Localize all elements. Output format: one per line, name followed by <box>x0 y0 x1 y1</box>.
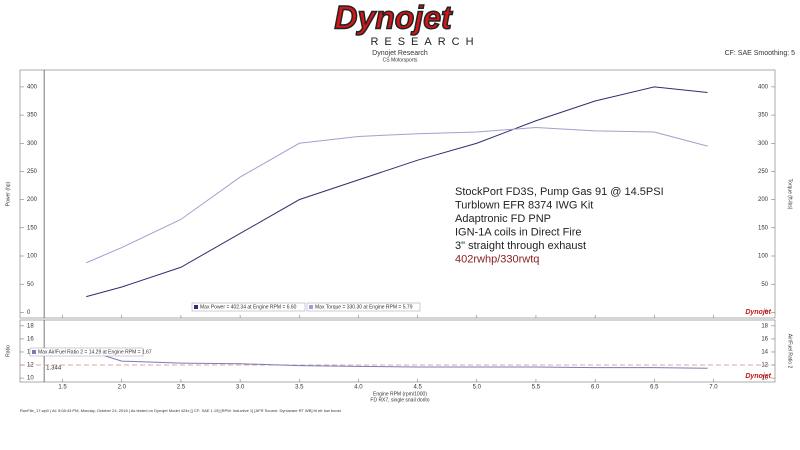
legend-label: Max Air/Fuel Ratio 2 = 14.29 at Engine R… <box>38 349 152 355</box>
run-info: RunFile_17.wp0 | At: 9:08:43 PM, Monday,… <box>20 408 342 413</box>
y-tick-label: 150 <box>27 225 38 231</box>
y2-tick-label: 18 <box>761 323 768 329</box>
x-axis-label: Engine RPM (rpm/1000) <box>373 391 427 397</box>
annotation: 3" straight through exhaust <box>455 240 586 252</box>
y2-tick-label: 16 <box>761 337 768 343</box>
x-tick-label: 7.0 <box>709 385 718 391</box>
y-tick-label: 300 <box>27 141 38 147</box>
legend-swatch <box>194 305 198 309</box>
annotation: IGN-1A coils in Direct Fire <box>455 226 582 238</box>
legend-box <box>306 302 421 312</box>
subtitle: CS Motorsports <box>383 57 418 63</box>
vehicle: FD RX7, single snail dorito <box>370 397 429 403</box>
y-axis-label: Ratio <box>5 345 11 357</box>
annotation: Turblown EFR 8374 IWG Kit <box>455 199 593 211</box>
legend-box <box>191 302 306 312</box>
y2-tick-label: 14 <box>761 350 768 356</box>
y-tick-label: 200 <box>27 197 38 203</box>
y-tick-label: 0 <box>27 310 31 316</box>
legend-box <box>29 347 144 357</box>
x-tick-label: 4.0 <box>354 385 363 391</box>
y-tick-label: 250 <box>27 169 38 175</box>
panel <box>19 319 776 383</box>
x-tick-label: 3.5 <box>295 385 304 391</box>
y2-tick-label: 0 <box>765 310 769 316</box>
series-line <box>86 349 708 369</box>
panel-logo: Dynojet <box>745 373 771 380</box>
y-tick-label: 50 <box>27 282 34 288</box>
x-tick-label: 4.5 <box>413 385 422 391</box>
y2-tick-label: 250 <box>758 169 769 175</box>
y-tick-label: 400 <box>27 84 38 90</box>
cursor-label: 1.344 <box>46 366 62 372</box>
y-tick-label: 16 <box>27 337 34 343</box>
brand-logo: Dynojet <box>334 0 453 35</box>
title: Dynojet Research <box>372 50 428 57</box>
y2-axis-label: Torque (ft-lbs) <box>787 179 793 210</box>
y-tick-label: 18 <box>27 323 34 329</box>
panel <box>19 69 776 319</box>
legend-label: Max Power = 402.34 at Engine RPM = 6.60 <box>200 304 297 310</box>
legend-swatch <box>309 305 313 309</box>
highlight: 402rwhp/330rwtq <box>455 253 539 265</box>
settings: CF: SAE Smoothing: 5 <box>725 50 796 57</box>
x-tick-label: 6.0 <box>591 385 600 391</box>
x-tick-label: 6.5 <box>650 385 659 391</box>
annotation: Adaptronic FD PNP <box>455 213 551 225</box>
annotation: StockPort FD3S, Pump Gas 91 @ 14.5PSI <box>455 186 664 198</box>
y-tick-label: 350 <box>27 113 38 119</box>
legend-swatch <box>32 350 36 354</box>
x-tick-label: 3.0 <box>236 385 245 391</box>
x-tick-label: 2.5 <box>177 385 186 391</box>
y2-tick-label: 10 <box>761 376 768 382</box>
y-tick-label: 10 <box>27 376 34 382</box>
brand-sub: RESEARCH <box>370 36 479 48</box>
legend-label: Max Torque = 330.30 at Engine RPM = 5.79 <box>315 304 413 310</box>
y2-tick-label: 350 <box>758 113 769 119</box>
x-tick-label: 2.0 <box>118 385 127 391</box>
y-tick-label: 12 <box>27 363 34 369</box>
y2-tick-label: 400 <box>758 84 769 90</box>
series-line <box>86 126 708 264</box>
x-tick-label: 1.5 <box>58 385 67 391</box>
y2-tick-label: 300 <box>758 141 769 147</box>
panel-logo: Dynojet <box>745 309 771 316</box>
y2-axis-label: Air/Fuel Ratio 2 <box>787 334 793 369</box>
series-line <box>86 86 708 298</box>
y2-tick-label: 200 <box>758 197 769 203</box>
y-tick-label: 100 <box>27 254 38 260</box>
y2-tick-label: 150 <box>758 225 769 231</box>
x-tick-label: 5.5 <box>532 385 541 391</box>
y-axis-label: Power (hp) <box>5 181 11 206</box>
x-tick-label: 5.0 <box>473 385 482 391</box>
y2-tick-label: 50 <box>761 282 768 288</box>
y2-tick-label: 100 <box>758 254 769 260</box>
y2-tick-label: 12 <box>761 363 768 369</box>
